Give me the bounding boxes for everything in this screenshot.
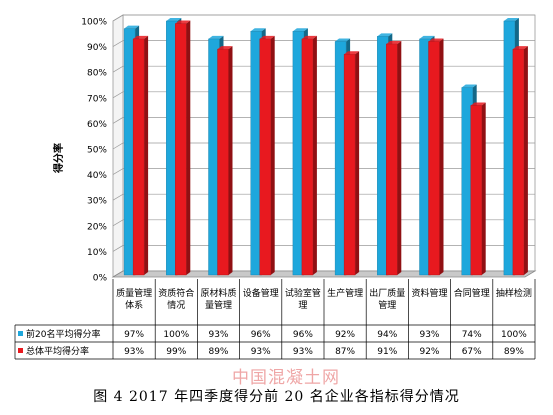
data-label: 93% xyxy=(293,347,313,357)
category-label: 试验室管理 xyxy=(285,287,321,311)
data-label: 97% xyxy=(124,330,144,340)
legend-series-name: 总体平均得分率 xyxy=(26,345,89,357)
legend-swatch xyxy=(18,348,23,353)
y-tick-label: 10% xyxy=(87,248,107,258)
y-tick-label: 40% xyxy=(87,171,107,181)
y-tick-label: 100% xyxy=(81,18,107,28)
category-label: 设备管理 xyxy=(243,287,279,299)
watermark: 中国混凝土网 xyxy=(232,368,340,388)
bar xyxy=(132,35,149,276)
gridline xyxy=(112,14,535,22)
data-label: 94% xyxy=(377,330,397,340)
data-label: 96% xyxy=(293,330,313,340)
y-tick-label: 0% xyxy=(93,274,108,284)
category-label: 质量管理体系 xyxy=(116,287,152,311)
data-label: 100% xyxy=(163,330,189,340)
category-label: 原材料质量管理 xyxy=(200,287,236,311)
data-label: 92% xyxy=(419,347,439,357)
category-label: 生产管理 xyxy=(327,287,363,299)
bar xyxy=(301,35,317,276)
y-tick-label: 90% xyxy=(87,43,107,53)
bar xyxy=(259,35,275,276)
bar xyxy=(343,51,360,276)
bar xyxy=(386,41,402,276)
data-label: 74% xyxy=(462,330,482,340)
gridline xyxy=(112,40,535,47)
category-label: 抽样检测 xyxy=(496,287,532,299)
y-axis: 0% 10% 20% 30% 40% 50% 60% 70% 80% 90% 100% xyxy=(81,18,107,284)
y-tick-label: 20% xyxy=(87,222,107,232)
bar-chart: 0% 10% 20% 30% 40% 50% 60% 70% 80% 90% 100% 质量管理体系… xyxy=(14,14,537,360)
bar xyxy=(428,38,444,276)
data-label: 93% xyxy=(208,330,228,340)
data-label: 91% xyxy=(377,347,397,357)
bars xyxy=(123,18,528,276)
data-label: 67% xyxy=(462,347,482,357)
y-axis-label: 得分率 xyxy=(52,143,65,174)
data-label: 100% xyxy=(501,330,527,340)
data-label: 87% xyxy=(335,347,355,357)
y-tick-label: 50% xyxy=(87,146,107,156)
y-tick-label: 60% xyxy=(87,120,107,130)
bar xyxy=(175,20,191,276)
data-label: 92% xyxy=(335,330,355,340)
y-tick-label: 70% xyxy=(87,94,107,104)
figure-caption: 图 4 2017 年四季度得分前 20 名企业各指标得分情况 xyxy=(93,389,460,405)
y-tick-label: 80% xyxy=(87,69,107,79)
data-label: 93% xyxy=(251,347,271,357)
data-label: 96% xyxy=(251,330,271,340)
data-label: 93% xyxy=(419,330,439,340)
category-label: 出厂质量管理 xyxy=(369,287,405,311)
category-label: 合同管理 xyxy=(454,287,490,299)
category-label: 资质符合情况 xyxy=(158,287,194,311)
data-label: 93% xyxy=(124,347,144,357)
data-label: 99% xyxy=(166,347,186,357)
data-label: 89% xyxy=(504,347,524,357)
legend-swatch xyxy=(18,331,23,336)
legend-series-name: 前20名平均得分率 xyxy=(26,328,100,340)
bar xyxy=(217,46,233,276)
y-tick-label: 30% xyxy=(87,197,107,207)
bar xyxy=(512,46,528,276)
bar xyxy=(470,102,486,276)
data-label: 89% xyxy=(208,347,228,357)
category-label: 资料管理 xyxy=(411,287,447,299)
